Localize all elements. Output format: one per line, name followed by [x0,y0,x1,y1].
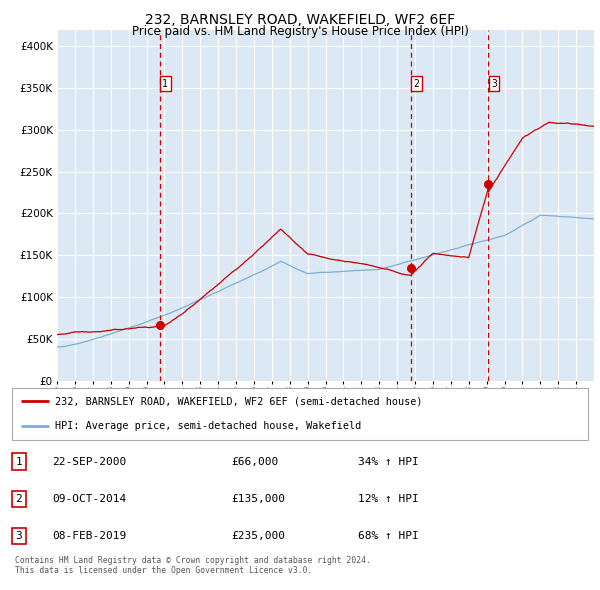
Text: 22-SEP-2000: 22-SEP-2000 [52,457,127,467]
Text: 2: 2 [16,494,22,504]
Text: 34% ↑ HPI: 34% ↑ HPI [358,457,418,467]
Text: 09-OCT-2014: 09-OCT-2014 [52,494,127,504]
Text: Price paid vs. HM Land Registry's House Price Index (HPI): Price paid vs. HM Land Registry's House … [131,25,469,38]
Text: 68% ↑ HPI: 68% ↑ HPI [358,531,418,541]
Text: HPI: Average price, semi-detached house, Wakefield: HPI: Average price, semi-detached house,… [55,421,361,431]
Text: Contains HM Land Registry data © Crown copyright and database right 2024.
This d: Contains HM Land Registry data © Crown c… [15,556,371,575]
Text: £135,000: £135,000 [231,494,285,504]
Text: 232, BARNSLEY ROAD, WAKEFIELD, WF2 6EF: 232, BARNSLEY ROAD, WAKEFIELD, WF2 6EF [145,13,455,27]
Text: 232, BARNSLEY ROAD, WAKEFIELD, WF2 6EF (semi-detached house): 232, BARNSLEY ROAD, WAKEFIELD, WF2 6EF (… [55,396,422,406]
Text: 12% ↑ HPI: 12% ↑ HPI [358,494,418,504]
Text: 3: 3 [491,79,497,89]
Text: 08-FEB-2019: 08-FEB-2019 [52,531,127,541]
FancyBboxPatch shape [12,388,588,440]
Text: 1: 1 [16,457,22,467]
Text: 1: 1 [162,79,168,89]
Text: £235,000: £235,000 [231,531,285,541]
Text: 3: 3 [16,531,22,541]
Text: £66,000: £66,000 [231,457,278,467]
Text: 2: 2 [413,79,419,89]
